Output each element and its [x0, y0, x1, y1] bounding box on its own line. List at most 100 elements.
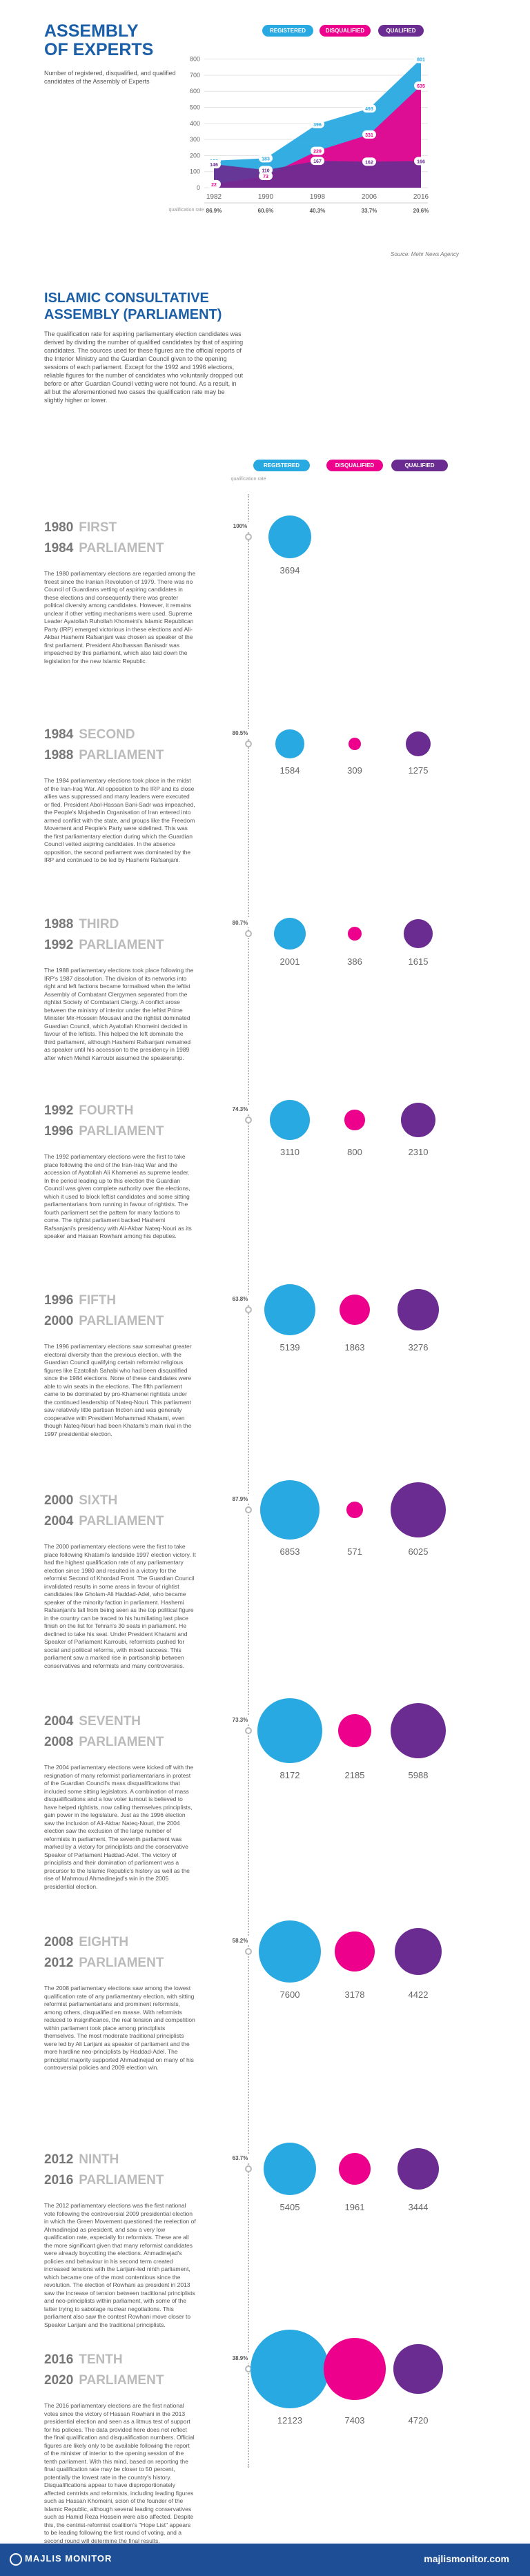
qualification-rate: 73.3% — [224, 1715, 257, 1724]
registered-count: 6853 — [279, 1546, 300, 1557]
disqualified-count: 571 — [347, 1546, 362, 1557]
y-tick-label: 600 — [190, 88, 200, 95]
period-end-year: 1984 — [44, 541, 74, 555]
disqualified-bubble — [339, 1294, 371, 1326]
qualification-rate: 80.7% — [224, 918, 257, 927]
period-ordinal: Tenth — [79, 2352, 123, 2367]
page-title: Assembly of Experts — [44, 22, 153, 59]
footer-url[interactable]: majlismonitor.com — [424, 2553, 509, 2564]
period-heading: 1988 Third 1992 Parliament — [44, 914, 164, 956]
period-ordinal: Seventh — [79, 1714, 141, 1729]
qualification-rate-label: 60.6% — [258, 208, 274, 214]
majlis-logo-icon — [10, 2553, 22, 2566]
timeline-dot — [245, 1948, 252, 1955]
data-label: 110 — [262, 168, 269, 173]
period-heading: 1996 Fifth 2000 Parliament — [44, 1290, 164, 1332]
qualified-bubble — [404, 919, 433, 948]
disqualified-count: 2185 — [344, 1769, 365, 1780]
qualification-rate-head: qualification rate — [230, 477, 266, 482]
qualification-rate-axis-label: qualification rate — [169, 208, 204, 213]
value-pill — [414, 81, 428, 90]
period-ordinal: Second — [79, 727, 135, 742]
value-pill — [311, 146, 324, 155]
registered-bubble — [270, 1100, 310, 1140]
period-start-year: 1992 — [44, 1103, 74, 1118]
period-description: The 2008 parliamentary elections saw amo… — [44, 1985, 195, 2071]
disqualified-count: 309 — [347, 765, 362, 776]
timeline-line — [248, 494, 249, 2468]
period-parliament-word: Parliament — [79, 541, 164, 555]
period-heading: 2012 Ninth 2016 Parliament — [44, 2150, 164, 2191]
data-label: 183 — [262, 157, 270, 161]
y-tick-label: 300 — [190, 136, 200, 143]
x-tick-label: 1998 — [310, 193, 326, 201]
timeline-dot — [245, 930, 252, 937]
footer-brand: MAJLIS MONITOR — [25, 2553, 112, 2564]
disqualified-bubble — [348, 737, 362, 751]
data-label: 167 — [313, 159, 322, 164]
period-ordinal: Fifth — [79, 1293, 117, 1308]
timeline-dot — [245, 1506, 252, 1513]
column-head-registered: Registered — [253, 460, 310, 471]
title-line-2: of Experts — [44, 40, 154, 59]
period-end-year: 1996 — [44, 1124, 74, 1139]
period-end-year: 2012 — [44, 1956, 74, 1970]
disqualified-count: 1863 — [344, 1342, 365, 1353]
registered-bubble — [264, 1284, 316, 1336]
timeline-dot — [245, 533, 252, 540]
period-parliament-word: Parliament — [79, 2373, 164, 2388]
y-tick-label: 500 — [190, 104, 200, 111]
disqualified-bubble — [339, 2153, 371, 2185]
period-heading: 1980 First 1984 Parliament — [44, 518, 164, 559]
x-tick-label: 1990 — [258, 193, 274, 201]
data-label: 162 — [365, 160, 373, 165]
registered-count: 5139 — [279, 1342, 300, 1353]
period-description: The 1984 parliamentary elections took pl… — [44, 777, 195, 863]
period-heading: 1992 Fourth 1996 Parliament — [44, 1101, 164, 1142]
period-heading: 1984 Second 1988 Parliament — [44, 725, 164, 766]
qualification-rate-label: 40.3% — [310, 208, 326, 214]
period-ordinal: Sixth — [79, 1493, 118, 1508]
qualification-rate: 63.8% — [224, 1295, 257, 1304]
qualified-bubble — [390, 1482, 446, 1538]
timeline-dot — [245, 2165, 252, 2172]
y-tick-label: 800 — [190, 56, 200, 63]
period-end-year: 1988 — [44, 748, 74, 763]
period-description: The 2000 parliamentary elections were th… — [44, 1543, 196, 1669]
section2-title-line-1: Islamic Consultative — [44, 291, 209, 306]
value-pill — [362, 130, 376, 139]
period-description: The 2012 parliamentary elections was the… — [44, 2202, 196, 2328]
data-label: 635 — [417, 84, 425, 89]
qualified-count: 3444 — [408, 2202, 429, 2213]
qualified-count: 2310 — [408, 1146, 429, 1157]
registered-count: 3110 — [280, 1146, 300, 1157]
period-start-year: 2012 — [44, 2152, 74, 2167]
data-label: 146 — [210, 163, 218, 168]
disqualified-bubble — [337, 1713, 372, 1748]
registered-bubble — [260, 1480, 320, 1540]
registered-bubble — [275, 729, 304, 758]
registered-count: 5405 — [279, 2202, 300, 2213]
disqualified-bubble — [346, 1501, 364, 1519]
qualified-count: 4422 — [408, 1989, 429, 2000]
legend-registered: Registered — [262, 25, 313, 37]
qualified-count: 1275 — [408, 765, 429, 776]
value-pill — [311, 157, 324, 166]
value-pill — [207, 179, 221, 188]
footer: MAJLIS MONITOR majlismonitor.com — [0, 2544, 530, 2576]
y-tick-label: 200 — [190, 152, 200, 159]
registered-count: 1584 — [279, 765, 300, 776]
qualification-rate: 58.2% — [224, 1936, 257, 1945]
period-start-year: 1984 — [44, 727, 74, 742]
section2-intro: The qualification rate for aspiring parl… — [44, 331, 244, 404]
period-end-year: 2004 — [44, 1514, 74, 1528]
period-heading: 2016 Tenth 2020 Parliament — [44, 2350, 164, 2391]
registered-count: 2001 — [279, 956, 300, 967]
period-start-year: 1980 — [44, 520, 74, 535]
qualified-count: 3276 — [408, 1342, 429, 1353]
disqualified-bubble — [334, 1931, 375, 1972]
data-label: 493 — [365, 107, 373, 112]
chart-source: Source: Mehr News Agency — [391, 251, 459, 257]
data-label: 166 — [417, 159, 425, 164]
period-start-year: 2016 — [44, 2352, 74, 2367]
